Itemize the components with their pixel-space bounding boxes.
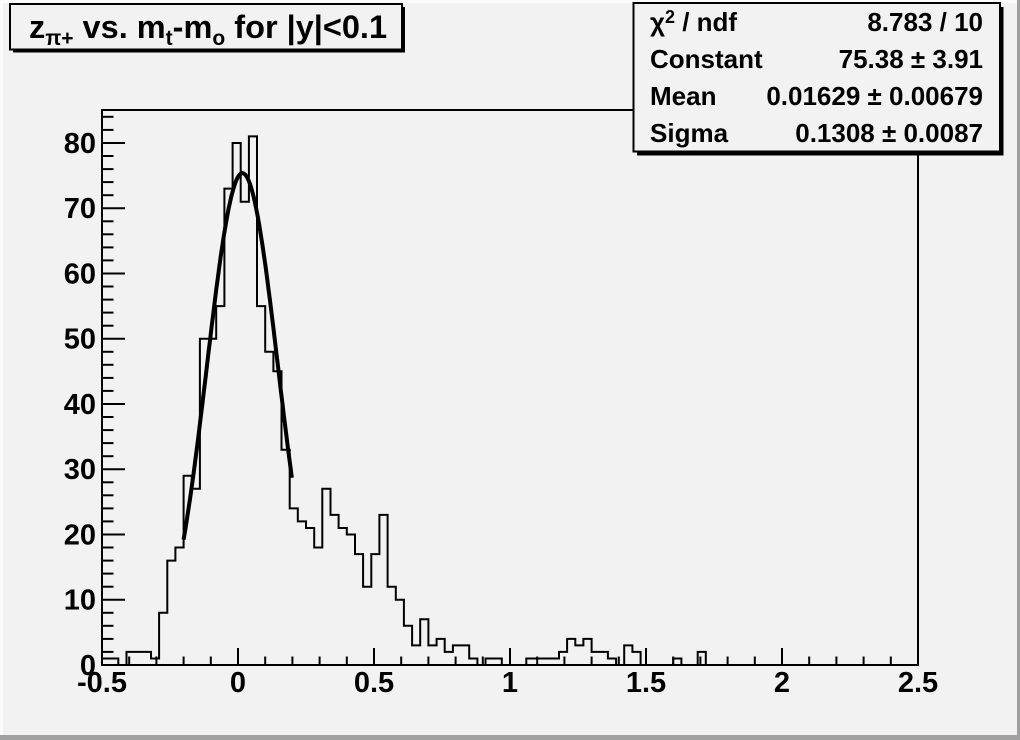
svg-text:75.38 ± 3.91: 75.38 ± 3.91 — [839, 44, 983, 74]
svg-text:2.5: 2.5 — [898, 667, 938, 699]
svg-text:Constant: Constant — [650, 44, 763, 74]
svg-text:χ2 / ndf: χ2 / ndf — [650, 7, 737, 37]
svg-text:zπ+ vs. mt-mo for |y|<0.1: zπ+ vs. mt-mo for |y|<0.1 — [29, 9, 387, 50]
svg-text:2: 2 — [774, 667, 790, 699]
svg-text:60: 60 — [64, 259, 96, 291]
svg-text:Sigma: Sigma — [650, 118, 729, 148]
svg-text:-0.5: -0.5 — [77, 667, 127, 699]
svg-text:0: 0 — [80, 650, 96, 682]
svg-text:1: 1 — [502, 667, 518, 699]
svg-text:1.5: 1.5 — [626, 667, 666, 699]
svg-text:0.01629 ± 0.00679: 0.01629 ± 0.00679 — [766, 81, 983, 111]
svg-text:80: 80 — [64, 128, 96, 160]
svg-text:0: 0 — [230, 667, 246, 699]
svg-text:Mean: Mean — [650, 81, 716, 111]
svg-text:10: 10 — [64, 585, 96, 617]
svg-text:30: 30 — [64, 454, 96, 486]
svg-text:40: 40 — [64, 389, 96, 421]
svg-text:0.5: 0.5 — [354, 667, 394, 699]
svg-text:70: 70 — [64, 193, 96, 225]
svg-text:0.1308 ± 0.0087: 0.1308 ± 0.0087 — [795, 118, 983, 148]
svg-text:8.783 / 10: 8.783 / 10 — [867, 7, 983, 37]
svg-text:50: 50 — [64, 324, 96, 356]
svg-text:20: 20 — [64, 520, 96, 552]
